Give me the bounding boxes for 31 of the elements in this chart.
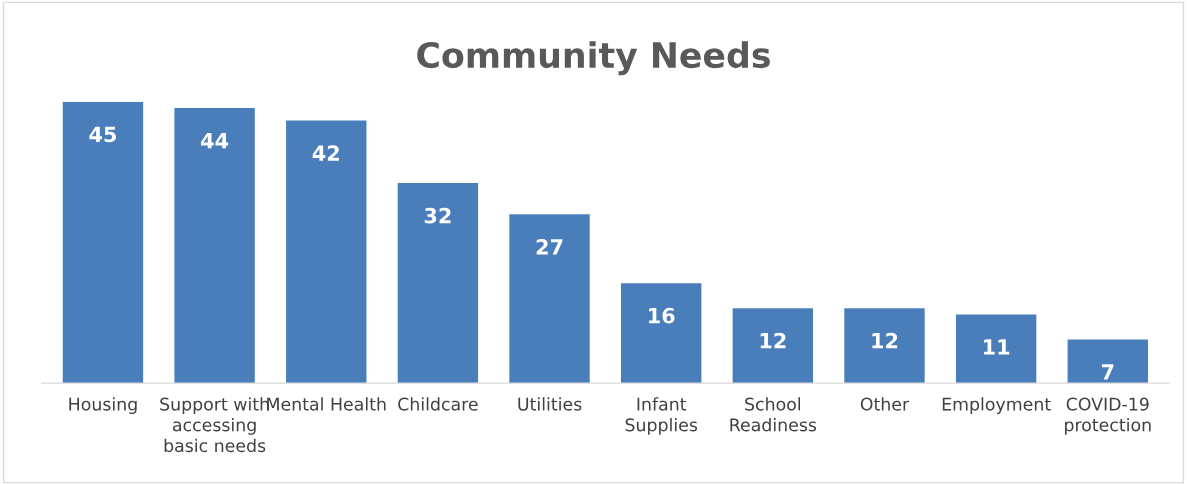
x-tick-label: Other	[860, 397, 910, 411]
bar	[62, 101, 144, 384]
bar	[955, 314, 1037, 384]
data-label: 12	[872, 332, 898, 349]
bar	[286, 120, 367, 384]
x-tick-label: COVID-19 protection	[1065, 397, 1151, 435]
x-tick-label: School Readiness	[730, 397, 817, 432]
data-label: 11	[983, 339, 1010, 355]
data-label: 45	[89, 126, 116, 143]
data-label: 44	[201, 133, 229, 149]
x-tick-label: Support with accessing basic needs	[160, 397, 269, 453]
data-label: 27	[536, 239, 563, 255]
bar	[509, 214, 590, 384]
x-tick-label: Childcare	[398, 397, 478, 411]
data-label: 32	[424, 207, 451, 224]
bar	[621, 283, 702, 384]
x-tick-label: Infant Supplies	[625, 397, 698, 435]
data-label: 12	[760, 332, 786, 349]
data-label: 7	[1101, 364, 1114, 380]
chart-title: Community Needs	[417, 41, 770, 76]
data-label: 42	[312, 145, 339, 161]
bar	[732, 308, 814, 384]
bar	[844, 308, 925, 384]
x-tick-label: Housing	[69, 397, 137, 415]
x-tick-label: Employment	[942, 397, 1051, 415]
bar	[397, 183, 479, 384]
bar	[1067, 339, 1148, 384]
data-label: 16	[649, 307, 675, 324]
bar	[174, 108, 255, 384]
x-tick-label: Mental Health	[267, 397, 386, 411]
x-tick-label: Utilities	[518, 397, 582, 411]
